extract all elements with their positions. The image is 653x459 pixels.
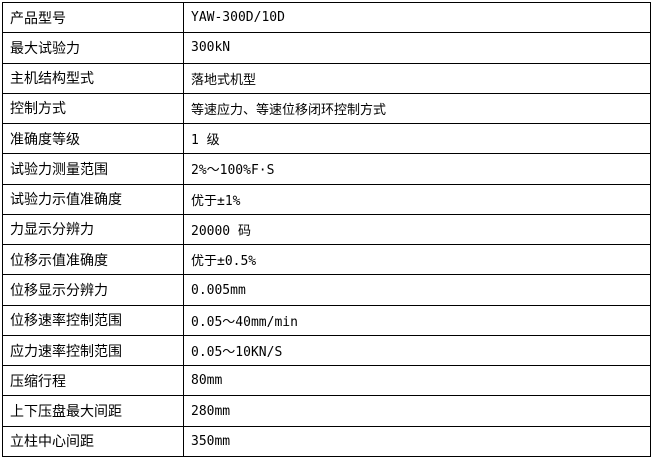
spec-label-cell: 试验力示值准确度: [2, 183, 184, 215]
table-row: 控制方式 等速应力、等速位移闭环控制方式: [2, 92, 651, 125]
spec-value-cell: 80mm: [183, 365, 651, 397]
spec-value-cell: 2%～100%F·S: [183, 153, 651, 185]
spec-label-cell: 主机结构型式: [2, 62, 184, 94]
spec-label-cell: 立柱中心间距: [2, 425, 184, 458]
spec-value-cell: 优于±1%: [183, 183, 651, 215]
spec-label-cell: 位移示值准确度: [2, 244, 184, 276]
spec-value-cell: 20000 码: [183, 213, 651, 246]
spec-label-cell: 压缩行程: [2, 365, 184, 397]
spec-label-cell: 应力速率控制范围: [2, 334, 184, 367]
spec-label-cell: 位移速率控制范围: [2, 304, 184, 336]
table-row: 位移显示分辨力 0.005mm: [2, 274, 651, 306]
spec-value-cell: 300kN: [183, 32, 651, 64]
spec-value-cell: 0.05～10KN/S: [183, 334, 651, 367]
table-row: 位移速率控制范围 0.05～40mm/min: [2, 304, 651, 336]
spec-value-cell: 280mm: [183, 395, 651, 427]
spec-value-cell: YAW-300D/10D: [183, 1, 651, 34]
spec-label-cell: 准确度等级: [2, 123, 184, 155]
table-row: 立柱中心间距 350mm: [2, 425, 651, 458]
spec-label-cell: 试验力测量范围: [2, 153, 184, 185]
spec-value-cell: 1 级: [183, 123, 651, 155]
spec-label-cell: 产品型号: [2, 1, 184, 34]
spec-value-cell: 350mm: [183, 425, 651, 458]
table-row: 应力速率控制范围 0.05～10KN/S: [2, 334, 651, 367]
table-row: 试验力示值准确度 优于±1%: [2, 183, 651, 215]
table-row: 最大试验力 300kN: [2, 32, 651, 64]
spec-label-cell: 控制方式: [2, 92, 184, 125]
table-row: 力显示分辨力 20000 码: [2, 213, 651, 246]
table-row: 试验力测量范围 2%～100%F·S: [2, 153, 651, 185]
spec-value-cell: 等速应力、等速位移闭环控制方式: [183, 92, 651, 125]
spec-value-cell: 落地式机型: [183, 62, 651, 94]
spec-label-cell: 位移显示分辨力: [2, 274, 184, 306]
spec-label-cell: 上下压盘最大间距: [2, 395, 184, 427]
table-row: 压缩行程 80mm: [2, 365, 651, 397]
spec-label-cell: 最大试验力: [2, 32, 184, 64]
spec-value-cell: 优于±0.5%: [183, 244, 651, 276]
table-row: 上下压盘最大间距 280mm: [2, 395, 651, 427]
table-row: 位移示值准确度 优于±0.5%: [2, 244, 651, 276]
spec-value-cell: 0.05～40mm/min: [183, 304, 651, 336]
spec-value-cell: 0.005mm: [183, 274, 651, 306]
table-row: 产品型号 YAW-300D/10D: [2, 1, 651, 34]
table-row: 准确度等级 1 级: [2, 123, 651, 155]
spec-label-cell: 力显示分辨力: [2, 213, 184, 246]
table-row: 主机结构型式 落地式机型: [2, 62, 651, 94]
